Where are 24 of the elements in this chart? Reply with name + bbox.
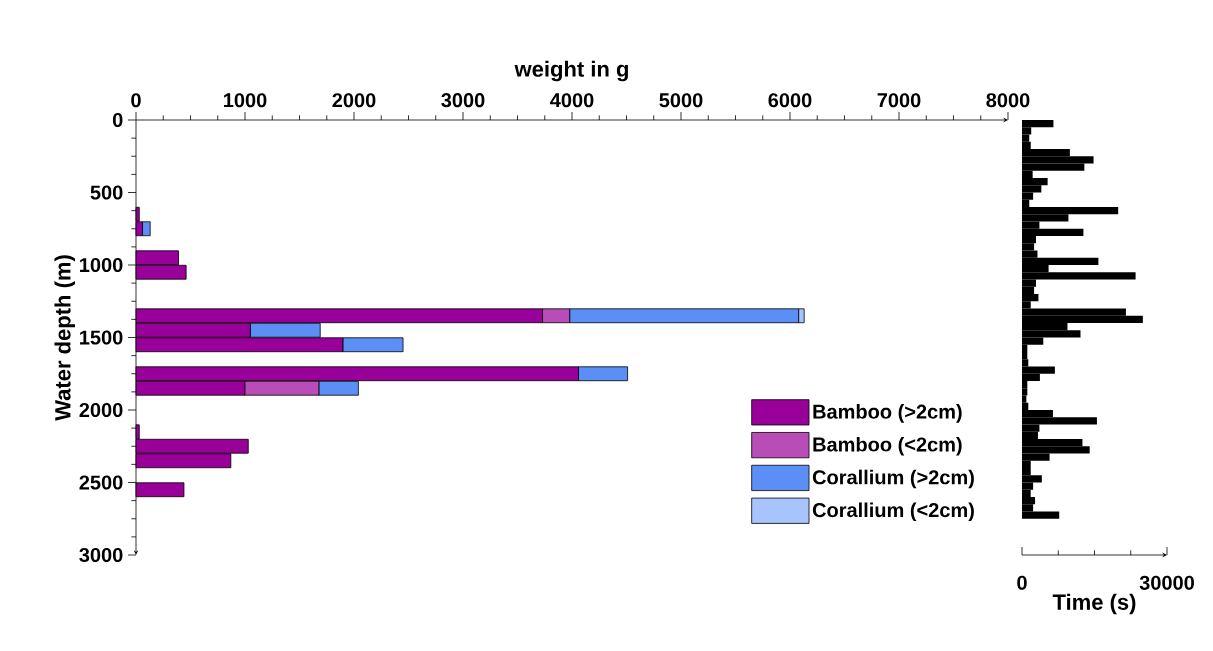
y-tick-label: 1000 xyxy=(80,257,123,273)
legend-label: Bamboo (>2cm) xyxy=(813,404,962,423)
x-tick-label: 5000 xyxy=(659,93,703,108)
x-tick-label: 1000 xyxy=(224,93,267,108)
x-tick-label: 30000 xyxy=(1139,575,1194,590)
x-tick-label: 0 xyxy=(131,93,141,108)
x-tick-label: 2000 xyxy=(332,93,376,108)
y-tick-label: 3000 xyxy=(79,547,123,563)
x-tick-label: 3000 xyxy=(441,93,485,108)
legend-label: Corallium (<2cm) xyxy=(812,502,974,522)
legend-label: Bamboo (<2cm) xyxy=(813,436,962,456)
x-axis-title: weight in g xyxy=(514,60,628,82)
y-tick-label: 1500 xyxy=(80,330,123,345)
x-axis-title: Time (s) xyxy=(1052,593,1136,615)
y-tick-label: 2500 xyxy=(79,475,123,490)
x-tick-label: 4000 xyxy=(550,93,594,108)
x-tick-label: 8000 xyxy=(986,93,1030,108)
y-axis-title: Water depth (m) xyxy=(54,255,75,421)
legend-label: Corallium (>2cm) xyxy=(812,469,974,489)
y-tick-label: 0 xyxy=(112,112,123,128)
y-tick-label: 2000 xyxy=(79,402,123,418)
y-tick-label: 500 xyxy=(90,185,123,200)
x-tick-label: 6000 xyxy=(768,93,812,108)
x-tick-label: 7000 xyxy=(877,93,921,108)
